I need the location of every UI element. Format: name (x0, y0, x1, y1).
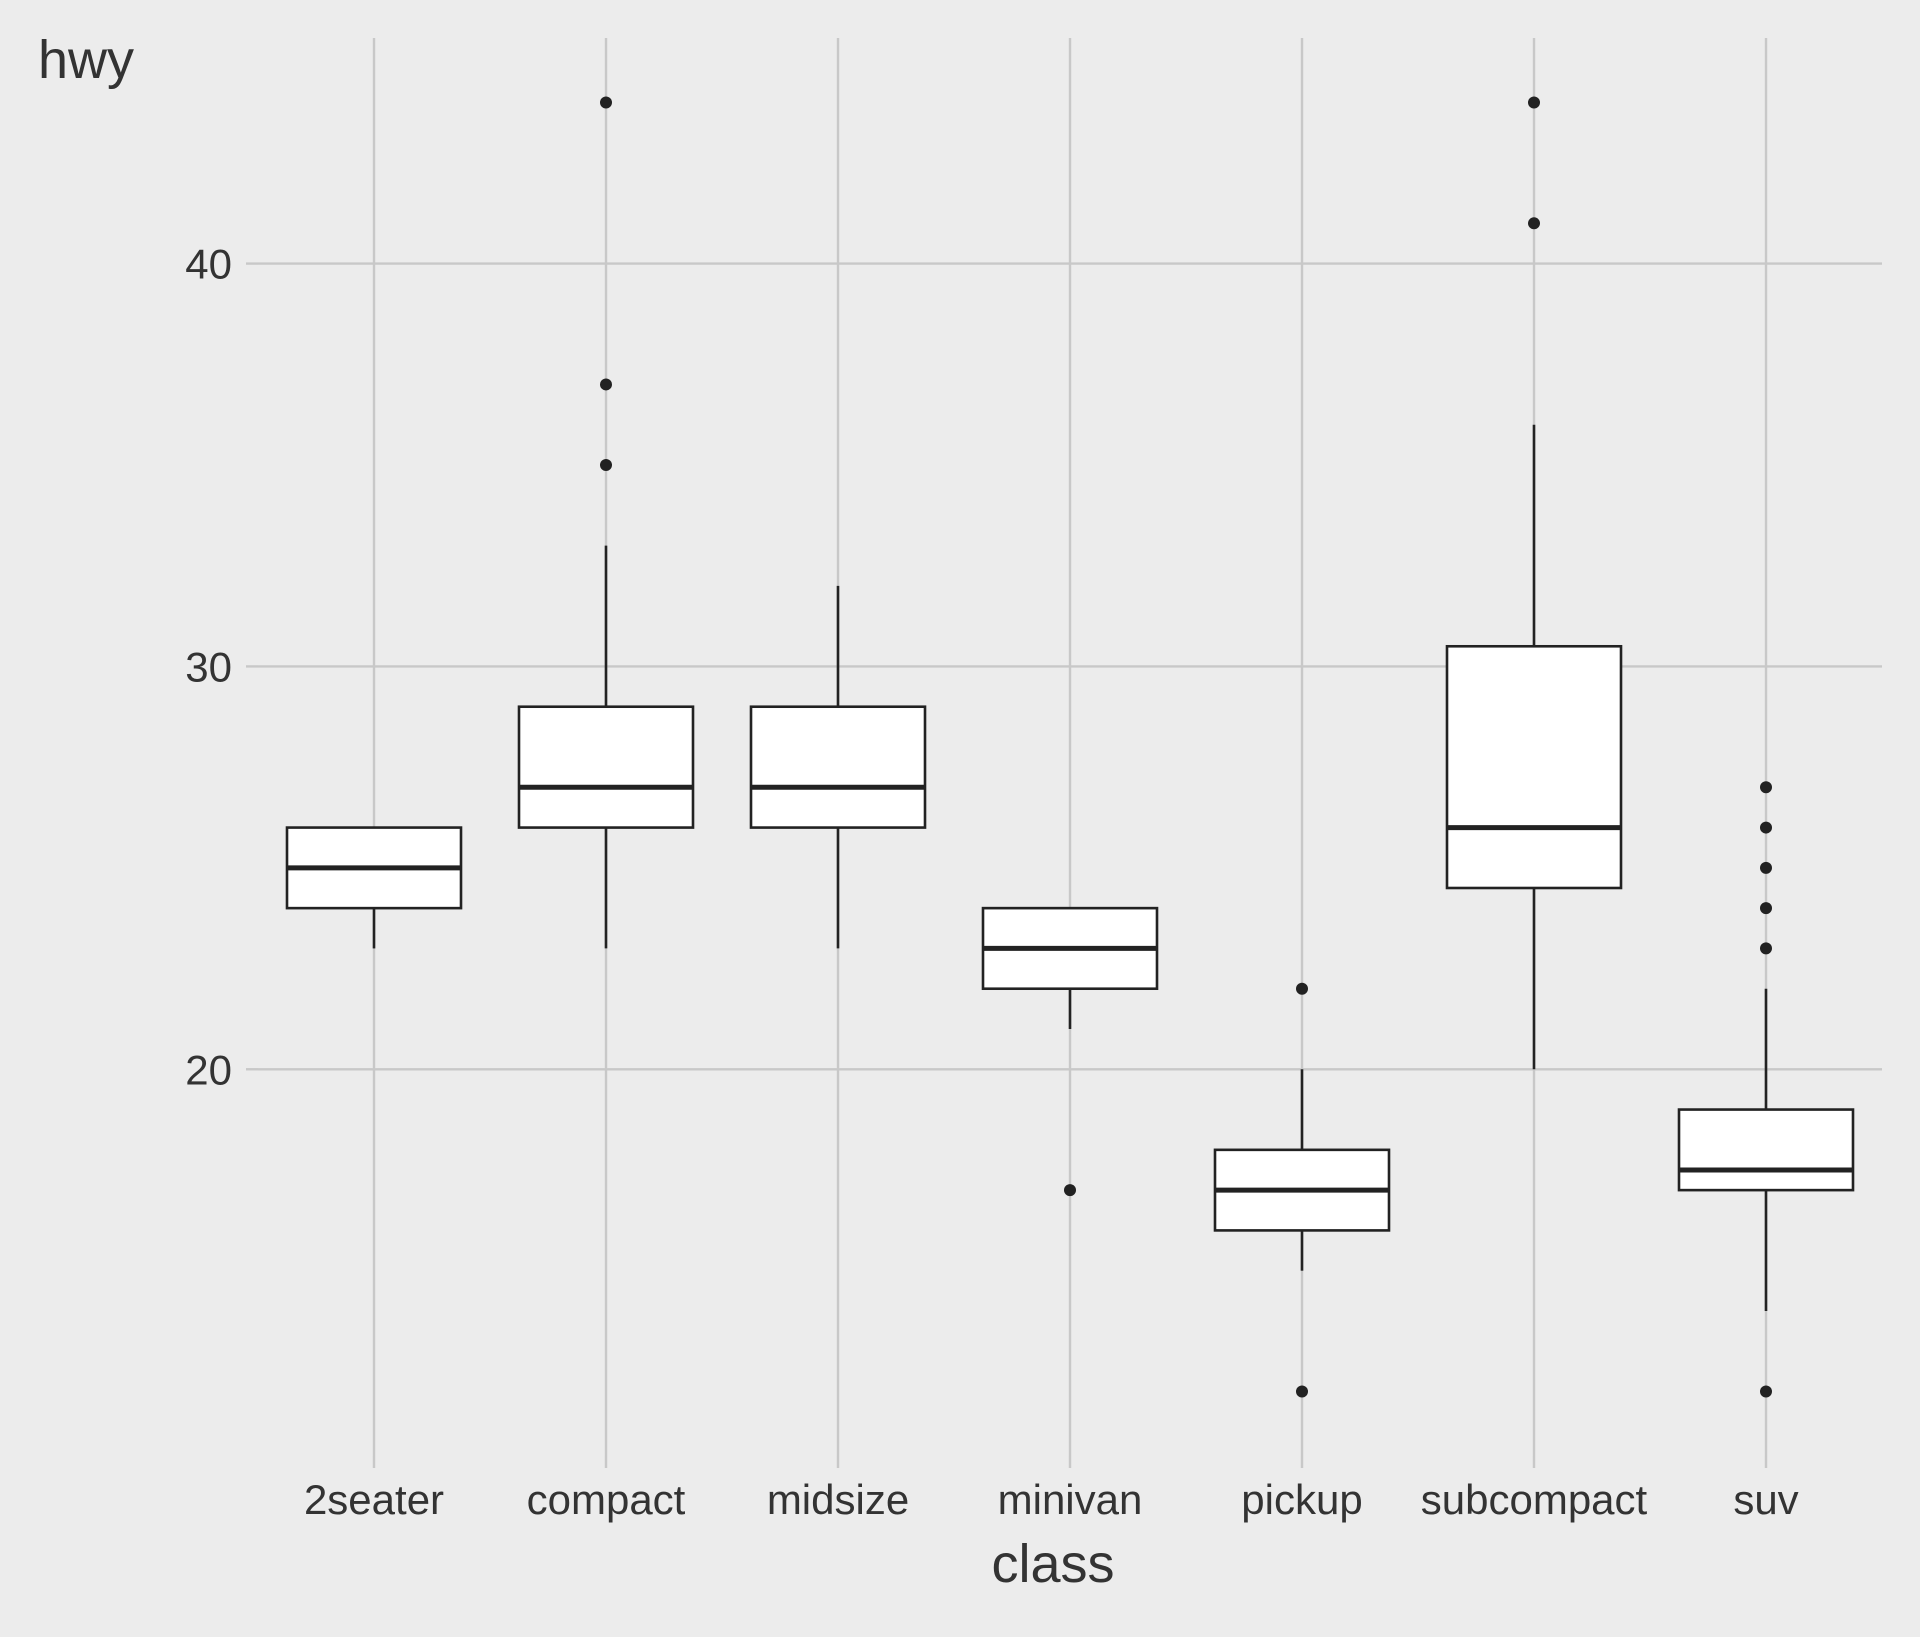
x-axis-title: class (991, 1534, 1114, 1594)
outlier-point (1528, 217, 1540, 230)
x-tick-label: suv (1733, 1476, 1798, 1523)
box-suv (1677, 781, 1855, 1398)
x-tick-label: compact (527, 1476, 686, 1523)
box-subcompact (1445, 96, 1623, 1070)
box-body (749, 705, 927, 829)
outlier-point (1760, 821, 1772, 834)
grid-layer (246, 38, 1882, 1468)
outlier-point (1296, 982, 1308, 995)
outlier-point (1760, 861, 1772, 874)
outlier-point (1064, 1184, 1076, 1197)
x-tick-label: 2seater (304, 1476, 444, 1523)
box-compact (517, 96, 695, 949)
y-tick-label: 40 (185, 241, 232, 288)
box-pickup (1213, 982, 1391, 1398)
outlier-point (1528, 96, 1540, 109)
box-body (1677, 1108, 1855, 1192)
outlier-point (600, 96, 612, 109)
box-body (517, 705, 695, 829)
y-axis-title: hwy (38, 30, 134, 90)
outlier-point (1760, 1385, 1772, 1398)
y-tick-label: 30 (185, 643, 232, 690)
x-tick-label: pickup (1241, 1476, 1362, 1523)
x-tick-label: midsize (767, 1476, 909, 1523)
box-body (1445, 644, 1623, 890)
x-tick-label: subcompact (1421, 1476, 1648, 1523)
box-2seater (285, 826, 463, 949)
box-layer (285, 96, 1855, 1398)
outlier-point (600, 459, 612, 472)
box-minivan (981, 906, 1159, 1197)
label-layer: hwy class 20 30 40 2seater compact midsize min… (38, 30, 1799, 1594)
outlier-point (1760, 902, 1772, 915)
x-tick-label: minivan (998, 1476, 1143, 1523)
box-midsize (749, 585, 927, 949)
outlier-point (1760, 942, 1772, 955)
outlier-point (600, 378, 612, 391)
outlier-point (1760, 781, 1772, 794)
outlier-point (1296, 1385, 1308, 1398)
y-tick-label: 20 (185, 1046, 232, 1093)
